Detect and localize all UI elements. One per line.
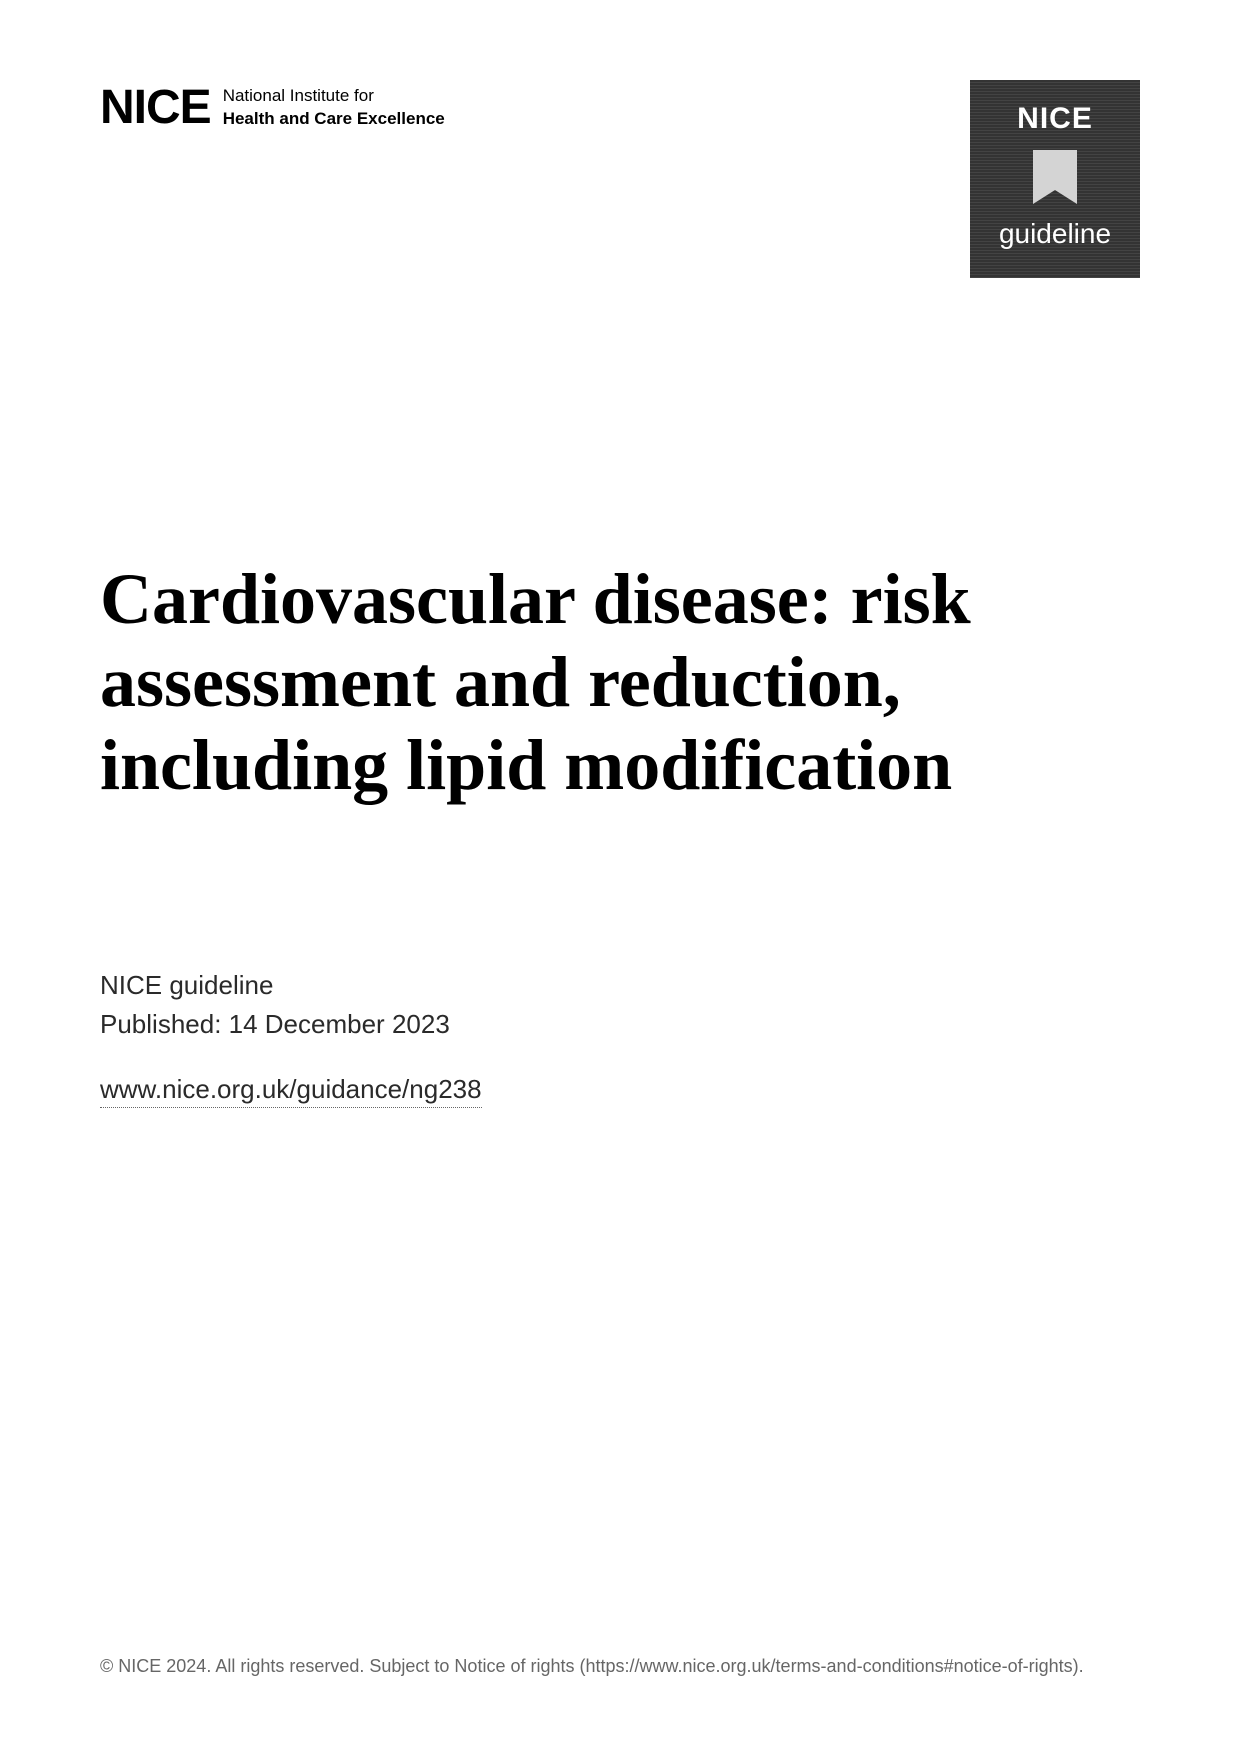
document-title: Cardiovascular disease: risk assessment … [100, 558, 1140, 806]
logo-subtitle: National Institute for Health and Care E… [223, 85, 445, 129]
document-meta: NICE guideline Published: 14 December 20… [100, 966, 1140, 1108]
guideline-url-link[interactable]: www.nice.org.uk/guidance/ng238 [100, 1074, 482, 1108]
guideline-type: NICE guideline [100, 966, 1140, 1005]
badge-title: NICE [1017, 102, 1093, 136]
badge-subtitle: guideline [999, 218, 1111, 250]
logo-section: NICE National Institute for Health and C… [100, 80, 445, 135]
logo-subtitle-line2: Health and Care Excellence [223, 108, 445, 130]
page-header: NICE National Institute for Health and C… [100, 80, 1140, 278]
guideline-badge: NICE guideline [970, 80, 1140, 278]
copyright-footer: © NICE 2024. All rights reserved. Subjec… [100, 1654, 1140, 1679]
published-date: Published: 14 December 2023 [100, 1005, 1140, 1044]
logo-wordmark: NICE [100, 80, 211, 135]
logo-subtitle-line1: National Institute for [223, 85, 445, 107]
bookmark-icon [1033, 150, 1077, 204]
